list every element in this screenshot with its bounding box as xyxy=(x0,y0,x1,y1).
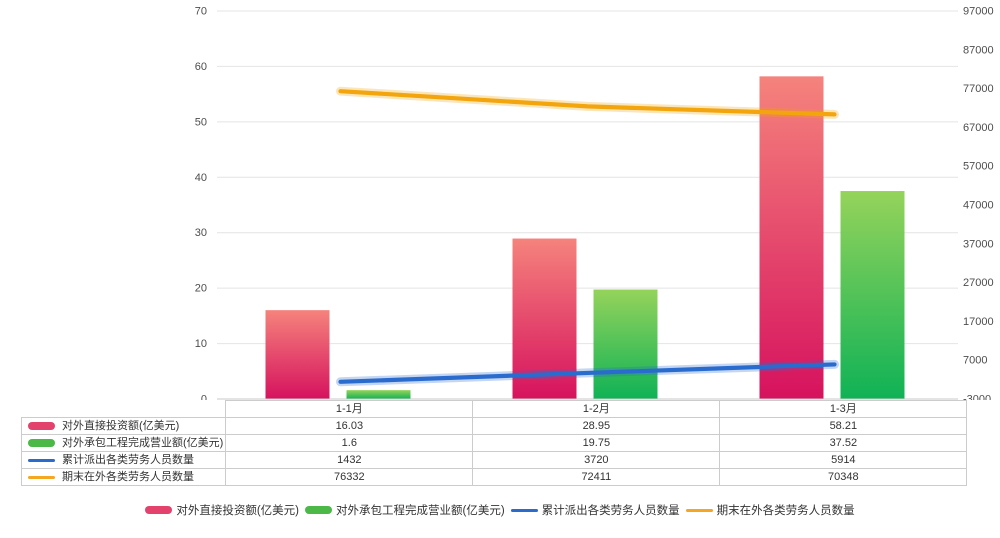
legend-swatch-icon xyxy=(685,508,713,512)
chart-canvas: 0 10 20 30 40 50 60 70 -3000 7000 17000 27000 37000 4… xyxy=(195,6,994,401)
table-header-cell: 1-1月 xyxy=(225,400,474,418)
series-swatch-icon xyxy=(28,458,55,462)
legend-swatch-icon xyxy=(305,506,332,514)
table-corner-cell xyxy=(22,401,226,418)
right-axis-tick-label: 37000 xyxy=(963,238,994,250)
bar-series-0-cat-0 xyxy=(265,310,330,399)
table-value-cell: 70348 xyxy=(719,468,968,486)
series-swatch-icon xyxy=(28,475,55,479)
right-axis-tick-label: 67000 xyxy=(963,122,994,134)
legend-item-series-2[interactable]: 累计派出各类劳务人员数量 xyxy=(510,502,680,518)
table-value-cell: 3720 xyxy=(472,451,721,469)
left-axis-tick-label: 70 xyxy=(195,6,207,18)
series-name-label: 对外承包工程完成营业额(亿美元) xyxy=(62,437,224,449)
table-series-label-cell: 对外直接投资额(亿美元) xyxy=(20,417,227,435)
left-axis-tick-label: 20 xyxy=(195,283,207,295)
table-value-cell: 76332 xyxy=(225,468,474,486)
legend-label: 对外承包工程完成营业额(亿美元) xyxy=(336,505,505,517)
series-swatch-icon xyxy=(28,439,55,448)
series-swatch-icon xyxy=(28,422,55,431)
series-name-label: 累计派出各类劳务人员数量 xyxy=(62,454,194,466)
table-value-cell: 72411 xyxy=(472,468,721,486)
left-axis-tick-label: 50 xyxy=(195,116,207,128)
legend-label: 期末在外各类劳务人员数量 xyxy=(716,505,855,517)
right-axis-tick-label: 27000 xyxy=(963,277,994,289)
legend-item-series-0[interactable]: 对外直接投资额(亿美元) xyxy=(145,502,299,518)
bar-series-1-cat-1 xyxy=(593,289,658,399)
right-axis-tick-label: -3000 xyxy=(963,394,991,401)
table-header-cell: 1-3月 xyxy=(719,400,968,418)
table-value-cell: 5914 xyxy=(719,451,968,469)
right-axis-tick-label: 57000 xyxy=(963,161,994,173)
bar-series-1-cat-0 xyxy=(346,390,411,399)
series-name-label: 对外直接投资额(亿美元) xyxy=(62,420,180,432)
right-axis-tick-label: 47000 xyxy=(963,200,994,212)
series-name-label: 期末在外各类劳务人员数量 xyxy=(62,471,194,483)
left-axis-tick-label: 40 xyxy=(195,172,207,184)
right-axis-tick-label: 77000 xyxy=(963,83,994,95)
legend-item-series-3[interactable]: 期末在外各类劳务人员数量 xyxy=(685,502,855,518)
table-value-cell: 1432 xyxy=(225,451,474,469)
legend-item-series-1[interactable]: 对外承包工程完成营业额(亿美元) xyxy=(305,502,505,518)
right-axis-tick-label: 87000 xyxy=(963,44,994,56)
table-header-cell: 1-2月 xyxy=(472,400,721,418)
table-header-row: 1-1月 1-2月 1-3月 xyxy=(22,400,968,418)
table-series-label-cell: 累计派出各类劳务人员数量 xyxy=(20,451,227,469)
grid-lines xyxy=(217,10,958,345)
right-axis-tick-label: 97000 xyxy=(963,6,994,18)
legend-swatch-icon xyxy=(145,506,173,514)
bars-layer xyxy=(265,76,905,400)
bar-series-0-cat-2 xyxy=(759,76,824,400)
chart-data-table: 1-1月 1-2月 1-3月 对外直接投资额(亿美元) 16.03 28.95 58.21 对… xyxy=(20,400,968,486)
line-series-3 xyxy=(338,89,837,117)
legend-label: 对外直接投资额(亿美元) xyxy=(176,505,299,517)
table-series-label-cell: 期末在外各类劳务人员数量 xyxy=(20,468,227,486)
table-series-label-cell: 对外承包工程完成营业额(亿美元) xyxy=(20,434,227,452)
legend-label: 累计派出各类劳务人员数量 xyxy=(541,505,680,517)
legend-swatch-icon xyxy=(510,508,538,512)
table-row: 对外承包工程完成营业额(亿美元) 1.6 19.75 37.52 xyxy=(20,434,968,452)
table-value-cell: 16.03 xyxy=(225,417,474,435)
left-axis-labels: 0 10 20 30 40 50 60 70 xyxy=(195,6,207,401)
lines-layer xyxy=(336,86,839,387)
table-value-cell: 1.6 xyxy=(225,434,474,452)
left-axis-tick-label: 10 xyxy=(195,338,207,350)
table-value-cell: 19.75 xyxy=(472,434,721,452)
bar-series-1-cat-2 xyxy=(840,191,905,399)
right-axis-labels: -3000 7000 17000 27000 37000 47000 57000 67000 7… xyxy=(963,6,994,401)
left-axis-tick-label: 60 xyxy=(195,61,207,73)
table-row: 累计派出各类劳务人员数量 1432 3720 5914 xyxy=(20,451,968,469)
line-series-2 xyxy=(338,362,837,384)
table-value-cell: 28.95 xyxy=(472,417,721,435)
left-axis-tick-label: 0 xyxy=(201,394,207,401)
table-row: 对外直接投资额(亿美元) 16.03 28.95 58.21 xyxy=(20,417,968,435)
table-value-cell: 37.52 xyxy=(719,434,968,452)
chart-legend: 对外直接投资额(亿美元) 对外承包工程完成营业额(亿美元) 累计派出各类劳务人员数量… xyxy=(0,502,1000,518)
right-axis-tick-label: 7000 xyxy=(963,355,987,367)
table-value-cell: 58.21 xyxy=(719,417,968,435)
left-axis-tick-label: 30 xyxy=(195,227,207,239)
table-row: 期末在外各类劳务人员数量 76332 72411 70348 xyxy=(20,468,968,486)
right-axis-tick-label: 17000 xyxy=(963,316,994,328)
